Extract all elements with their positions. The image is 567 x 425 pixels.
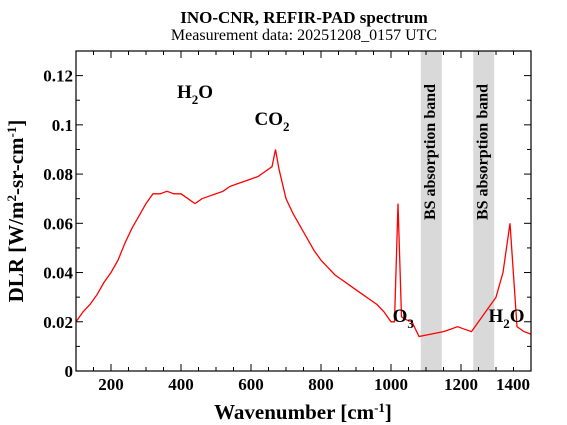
y-axis: 0 0.02 0.04 0.06 0.08 0.1 0.12 [43,67,531,381]
band-label-0: BS absorption band [422,84,439,220]
x-axis: 200 400 600 800 1000 1200 1400 [93,51,532,394]
x-label-end: ] [385,400,392,424]
y-label-end: ] [4,120,28,127]
x-axis-label: Wavenumber [cm-1] [214,400,392,425]
y-tick-label-6: 0.12 [43,67,73,86]
chart-subtitle: Measurement data: 20251208_0157 UTC [171,27,437,44]
data-line [75,149,532,338]
y-tick-label-0: 0 [65,362,74,381]
y-label-main: DLR [W/m [4,201,28,302]
y-tick-label-2: 0.04 [43,264,73,283]
y-tick-label-3: 0.06 [43,214,73,233]
x-label-sup: -1 [374,400,385,415]
x-tick-label-3: 800 [308,375,334,394]
x-tick-label-5: 1200 [444,375,478,394]
bands: BS absorption band BS absorption band [420,51,495,371]
annotation-0: H2O [177,82,213,107]
x-tick-label-4: 1000 [374,375,408,394]
series-line-0 [75,149,532,338]
y-label-mid: -sr-cm [4,137,28,195]
band-label-1: BS absorption band [474,84,491,220]
y-tick-label-1: 0.02 [43,313,73,332]
x-tick-label-2: 600 [238,375,264,394]
y-label-sup2: -1 [4,127,19,138]
x-tick-label-0: 200 [98,375,124,394]
chart-title: INO-CNR, REFIR-PAD spectrum [180,8,428,27]
plot-frame [75,50,532,372]
band-1 [473,51,495,371]
x-label-main: Wavenumber [cm [214,400,375,424]
y-axis-label: DLR [W/m2-sr-cm-1] [4,120,29,303]
annotations: H2O CO2 O3 H2O [177,82,525,331]
x-tick-label-6: 1400 [496,375,530,394]
x-tick-label-1: 400 [168,375,194,394]
band-0 [420,51,442,371]
annotation-2: O3 [393,306,415,331]
y-label-sup1: 2 [4,195,19,202]
annotation-3: H2O [488,306,524,331]
y-tick-label-4: 0.08 [43,165,73,184]
y-tick-label-5: 0.1 [52,116,73,135]
annotation-1: CO2 [255,109,290,134]
